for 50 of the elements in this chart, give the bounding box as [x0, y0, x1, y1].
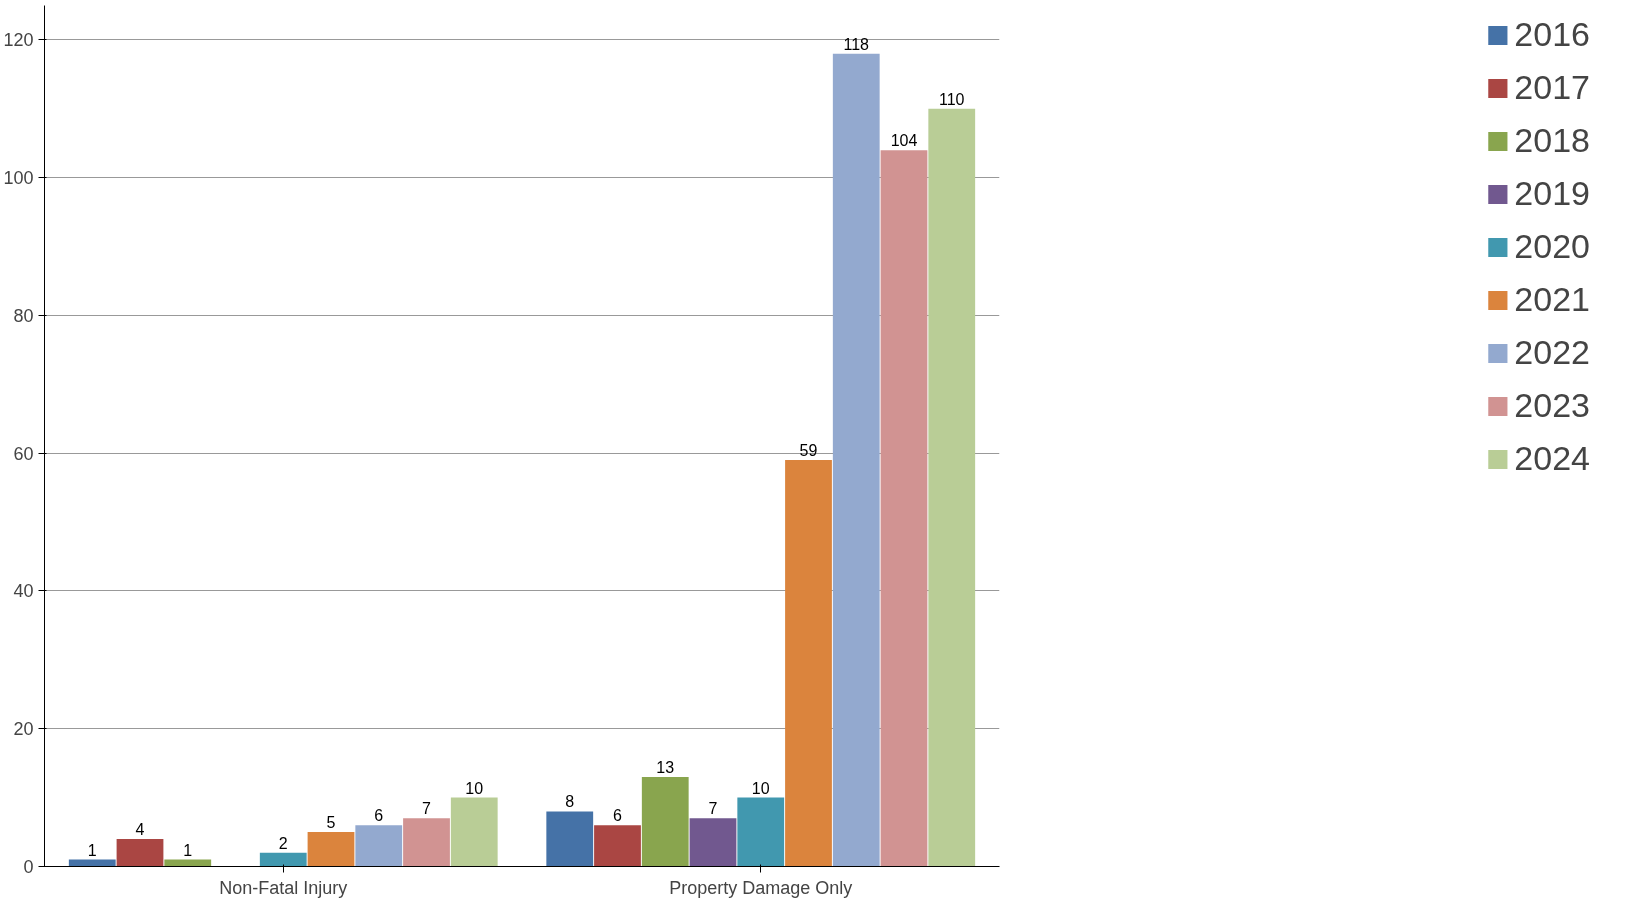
- data-label: 6: [374, 807, 384, 825]
- data-label: 104: [890, 132, 918, 150]
- legend-label: 2018: [1514, 121, 1590, 160]
- y-tick-label: 80: [13, 305, 34, 326]
- bar: [403, 818, 450, 867]
- legend-label: 2022: [1514, 333, 1590, 372]
- bar: [880, 150, 928, 867]
- y-tick-label: 40: [13, 581, 34, 602]
- legend-label: 2016: [1514, 15, 1590, 54]
- data-label: 1: [183, 841, 193, 859]
- bar: [594, 825, 641, 867]
- y-tick-label: 120: [3, 30, 34, 51]
- y-tick-label: 20: [13, 719, 34, 740]
- data-label: 7: [708, 800, 718, 818]
- bar: [546, 811, 594, 867]
- y-tick-label: 60: [13, 443, 34, 464]
- data-label: 8: [565, 793, 575, 811]
- bar: [689, 818, 737, 867]
- data-label: 4: [135, 820, 145, 838]
- legend-label: 2020: [1514, 227, 1590, 266]
- data-label: 5: [326, 814, 336, 832]
- bar: [259, 852, 307, 867]
- bar: [785, 460, 832, 867]
- data-label: 2: [278, 834, 288, 852]
- data-label: 1: [87, 841, 97, 859]
- data-label: 7: [422, 800, 432, 818]
- legend-label: 2021: [1514, 280, 1590, 319]
- legend-label: 2023: [1514, 386, 1590, 425]
- data-label: 6: [613, 807, 623, 825]
- bar: [355, 825, 403, 867]
- data-label: 13: [656, 758, 675, 776]
- y-tick-label: 0: [23, 857, 34, 877]
- data-label: 118: [843, 35, 870, 53]
- bar: [737, 797, 785, 867]
- data-label: 10: [751, 779, 770, 797]
- y-tick-label: 100: [3, 168, 34, 189]
- bar: [928, 108, 976, 867]
- data-label: 10: [465, 779, 484, 797]
- bar: [116, 838, 164, 867]
- bar: [450, 797, 498, 867]
- bar: [641, 776, 689, 867]
- bar: [307, 832, 355, 867]
- data-label: 59: [799, 442, 818, 460]
- x-tick-label: Property Damage Only: [669, 877, 853, 898]
- legend-label: 2024: [1514, 439, 1590, 478]
- bar: [832, 53, 880, 867]
- legend-label: 2017: [1514, 68, 1590, 107]
- x-tick-label: Non-Fatal Injury: [219, 877, 348, 898]
- legend-label: 2019: [1514, 174, 1590, 213]
- data-label: 110: [939, 90, 965, 108]
